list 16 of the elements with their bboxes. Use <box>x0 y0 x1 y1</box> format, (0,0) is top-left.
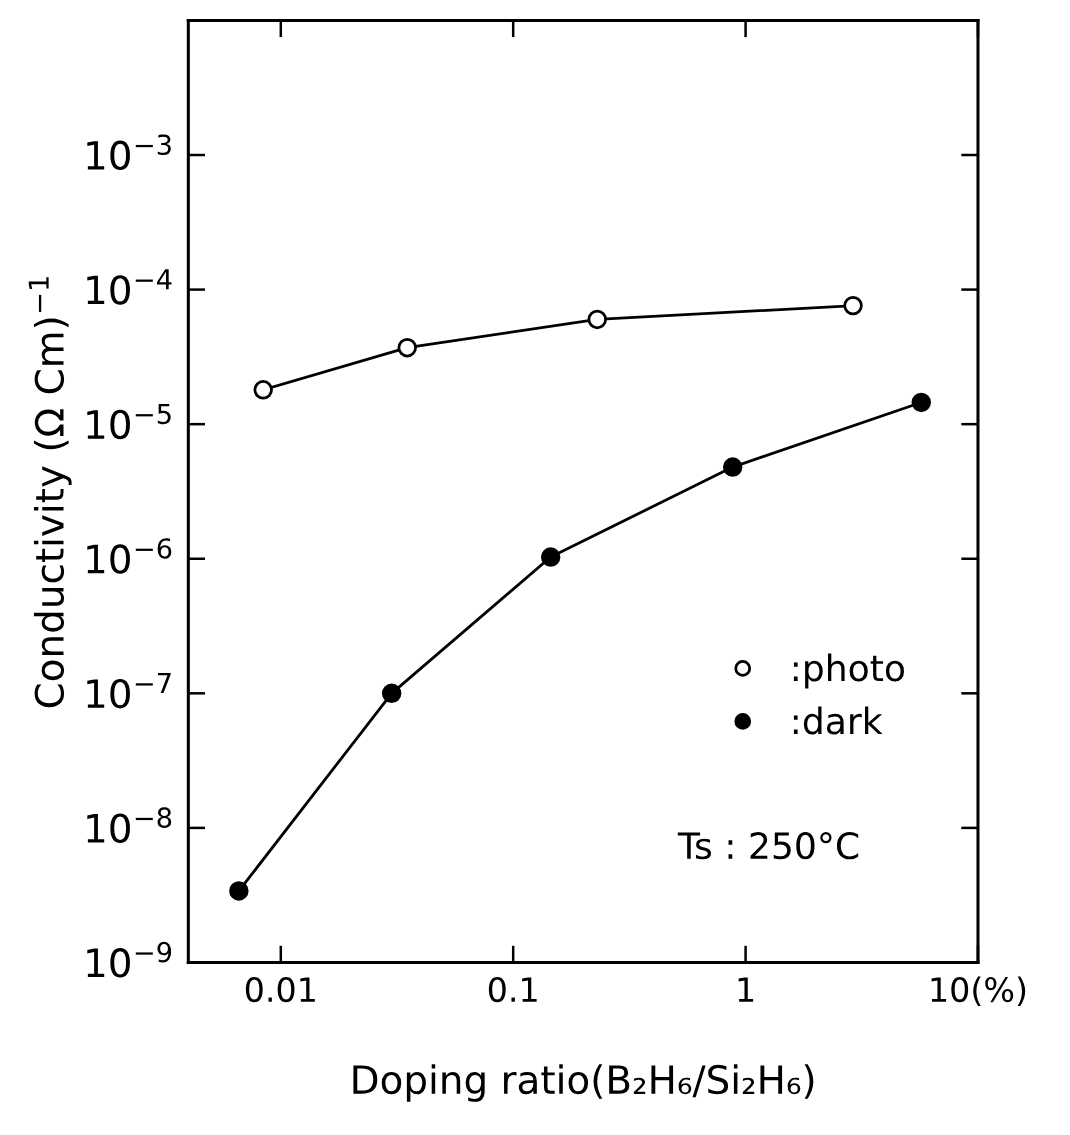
x-tick-label: 0.01 <box>245 976 315 1003</box>
annotation: Ts : 250°C <box>677 832 859 860</box>
y-axis-title: Conductivity (Ω Cm)$^{−1}$ <box>28 277 72 708</box>
legend-label: :photo <box>793 653 905 689</box>
y-tick-label: 10$^{−9}$ <box>87 941 172 978</box>
y-tick-label: 10$^{−6}$ <box>87 538 172 574</box>
x-tick-label: 0.1 <box>488 976 537 1003</box>
y-tick-label: 10$^{−8}$ <box>87 807 172 843</box>
x-tick-label: 10(%) <box>931 976 1026 1007</box>
x-tick-label: 1 <box>738 977 754 1002</box>
y-tick-label: 10$^{−5}$ <box>87 403 171 440</box>
legend-label: :dark <box>793 706 883 735</box>
y-tick-label: 10$^{−7}$ <box>87 673 171 709</box>
x-axis-title: Doping ratio(B₂H₆/Si₂H₆) <box>353 1064 814 1102</box>
y-tick-label: 10$^{−3}$ <box>87 134 171 171</box>
y-tick-label: 10$^{−4}$ <box>87 269 172 305</box>
